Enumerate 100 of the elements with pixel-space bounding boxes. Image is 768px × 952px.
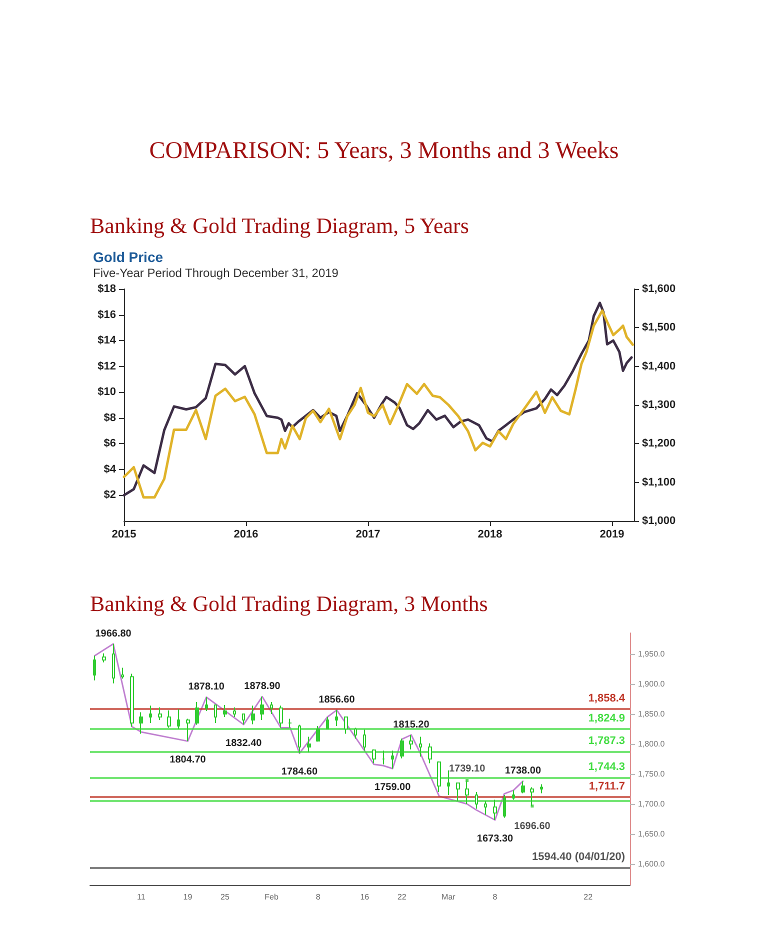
ref-line-label: 1,787.3 [588,735,625,748]
text: Banking & Gold Trading Diagram, 5 Years [89,213,470,239]
candlestick [437,760,441,792]
candlestick [121,667,124,680]
y-tick-label: 1,750.0 [638,770,666,778]
x-tick-label: 16 [360,892,370,902]
candlestick [475,792,478,810]
y2-tick-label: $1,400 [642,360,676,372]
x-tick-label: Mar [442,892,456,902]
data-label: 1739.10 [448,764,486,775]
candlestick [344,716,348,734]
candlestick [270,702,273,714]
x-tick-label: 22 [584,892,594,902]
candlestick [130,673,134,728]
ref-line-label: 1,744.3 [588,760,625,773]
data-label: 1878.10 [188,682,225,693]
candlestick [223,704,227,718]
y-tick-label: 1,650.0 [638,830,666,838]
data-label: 1696.60 [514,821,551,832]
ref-line-label: 1,858.4 [588,692,626,704]
y-tick-label: $16 [98,308,116,321]
candlestick [372,748,376,764]
candlestick [158,706,162,720]
candlestick [521,780,525,794]
candlestick [391,750,394,770]
candlestick [409,734,413,750]
x-tick-label: 22 [397,892,407,902]
y-tick-label: $12 [98,360,116,372]
data-label: 1738.00 [504,766,542,777]
candlestick [465,780,469,804]
candlestick [149,705,152,724]
x-tick-label: 2015 [112,528,136,540]
candlestick [484,800,487,816]
y2-tick-label: $1,300 [642,399,676,411]
y-tick-label: 1,850.0 [638,710,666,718]
candlestick [195,702,199,726]
candlestick [493,799,497,821]
data-label: 1966.80 [95,628,132,640]
data-label: 1804.70 [170,754,206,766]
ref-line-label: 1,711.7 [588,780,625,792]
candlestick [512,790,515,800]
x-tick-label: 19 [183,892,193,902]
y2-tick-label: $1,100 [642,476,676,488]
chart-title: Banking & Gold Trading Diagram, 3 Months [89,591,489,617]
x-tick-label: 8 [316,892,321,902]
candlestick [530,786,534,807]
candlestick [298,724,301,754]
y2-tick-label: $1,600 [642,283,676,295]
data-label: 1815.20 [393,719,430,730]
y-tick-label: $2 [104,489,116,502]
x-tick-label: Feb [264,892,279,902]
candlestick [279,705,283,728]
y-tick-label: $6 [104,438,116,450]
candlestick [456,782,460,802]
data-label: 1832.40 [226,738,262,750]
candlestick [307,736,311,753]
candlestick [260,696,264,720]
candlestick [400,738,404,759]
y-tick-label: $14 [98,334,117,347]
x-tick-label: 2019 [600,528,624,540]
data-label: 1856.60 [318,694,356,706]
y-tick-label: $18 [98,283,116,295]
candlestick [186,718,190,742]
data-label: 1673.30 [476,834,514,845]
y2-tick-label: $1,200 [642,438,676,450]
ref-line-label: 1,824.9 [588,712,625,725]
x-tick-label: 8 [492,892,498,902]
y-tick-label: $10 [98,386,116,398]
candlestick [419,736,422,758]
candlestick [102,652,106,663]
y-tick-label: 1,700.0 [638,800,666,808]
candlestick [177,708,180,730]
candlestick [112,643,115,684]
candlestick [205,696,208,712]
data-label: 1759.00 [374,782,412,794]
x-tick-label: 25 [220,892,230,902]
candlestick [233,706,236,718]
candlestick [540,784,543,794]
y-tick-label: 1,900.0 [638,680,666,688]
candlestick [288,718,292,728]
candlestick [139,712,143,734]
candlestick [503,794,506,818]
candlestick [447,770,450,796]
x-tick-label: 11 [137,892,146,902]
x-tick-label: 2016 [234,528,258,540]
y-tick-label: $4 [104,463,117,476]
data-label: 1784.60 [281,766,318,778]
y2-tick-label: $1,000 [642,515,676,527]
candlestick [167,710,171,728]
y-tick-label: 1,600.0 [638,860,666,868]
candlestick [214,704,217,724]
candlestick [93,655,96,681]
candlestick [363,729,366,752]
candlestick [316,726,320,742]
candlestick [335,710,338,726]
chart-subtitle: Five-Year Period Through December 31, 2019 [93,266,339,280]
chart-title: Gold Price [93,249,164,265]
candlestick [354,727,357,740]
candlestick [428,742,432,764]
x-tick-label: 2017 [356,528,380,540]
